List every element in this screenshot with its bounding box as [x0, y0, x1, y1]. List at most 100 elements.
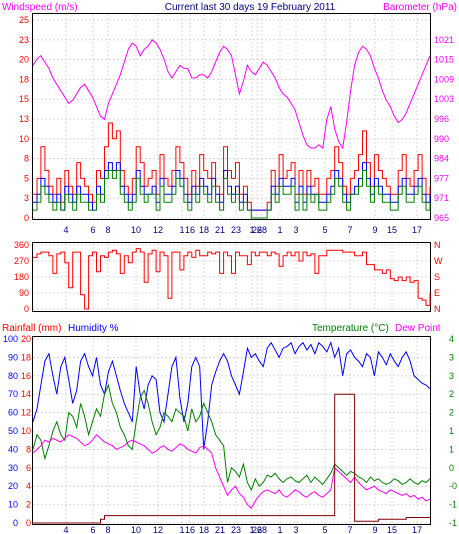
- temperature-tick-2: -0: [449, 481, 457, 491]
- climate-panel-series: [32, 341, 431, 524]
- barometer-tick-7: 1009: [434, 74, 454, 84]
- climate-date-tick-11: 26: [252, 525, 262, 534]
- humidity-tick-4: 40: [8, 444, 18, 454]
- wind-date-tick-16: 7: [347, 225, 352, 235]
- humidity-tick-10: 100: [3, 334, 18, 344]
- rainfall-axis-title: Rainfall (mm): [2, 323, 61, 334]
- rainfall-tick-5: 10: [21, 426, 31, 436]
- direction-degree-tick-1: 90: [19, 288, 29, 298]
- direction-degree-ticks: 0 90 180 270 360: [14, 240, 29, 314]
- wind-date-tick-18: 15: [387, 225, 397, 235]
- wind-date-tick-3: 10: [131, 225, 141, 235]
- windspeed-tick-3: 8: [24, 154, 29, 164]
- barometer-line: [32, 39, 431, 150]
- wind-date-tick-15: 5: [322, 225, 327, 235]
- wind-date-tick-12: 28: [257, 225, 267, 235]
- climate-date-tick-6: 16: [185, 525, 195, 534]
- wind-date-tick-7: 18: [199, 225, 209, 235]
- direction-compass-tick-3: W: [434, 256, 443, 266]
- windspeed-tick-0: 0: [24, 213, 29, 223]
- climate-date-tick-9: 23: [231, 525, 241, 534]
- climate-date-tick-1: 6: [90, 525, 95, 534]
- windspeed-tick-7: 18: [19, 74, 29, 84]
- rainfall-tick-2: 4: [26, 481, 31, 491]
- wind-date-tick-11: 26: [252, 225, 262, 235]
- wind-date-tick-10: 1: [249, 225, 254, 235]
- wind-date-tick-9: 23: [231, 225, 241, 235]
- humidity-tick-2: 20: [8, 481, 18, 491]
- climate-date-tick-13: 1: [277, 525, 282, 534]
- windspeed-tick-6: 15: [19, 94, 29, 104]
- direction-compass-tick-2: S: [434, 272, 440, 282]
- climate-date-tick-16: 7: [347, 525, 352, 534]
- climate-date-tick-3: 10: [131, 525, 141, 534]
- barometer-ticks: 965 971 977 984 990 996 1003 1009 1015 1021: [434, 35, 454, 223]
- climate-date-tick-19: 17: [412, 525, 422, 534]
- windspeed-ticks: 0 3 5 8 10 13 15 18 20 23 25: [19, 15, 29, 223]
- average-line: [33, 162, 431, 211]
- windspeed-tick-10: 25: [19, 15, 29, 25]
- barometer-tick-3: 984: [434, 154, 449, 164]
- rainfall-tick-8: 16: [21, 371, 31, 381]
- direction-panel-grid: [33, 243, 430, 311]
- dewpoint-axis-title: Dew Point: [395, 323, 441, 334]
- humidity-tick-5: 50: [8, 426, 18, 436]
- humidity-tick-9: 90: [8, 352, 18, 362]
- barometer-axis-title: Barometer (hPa): [383, 2, 457, 13]
- windspeed-tick-4: 10: [19, 134, 29, 144]
- windspeed-tick-5: 13: [19, 114, 29, 124]
- temperature-tick-7: 2: [449, 389, 454, 399]
- wind-date-tick-19: 17: [412, 225, 422, 235]
- climate-date-tick-4: 12: [153, 525, 163, 534]
- climate-date-tick-7: 18: [199, 525, 209, 534]
- climate-date-tick-14: 3: [293, 525, 298, 534]
- temperature-tick-5: 1: [449, 426, 454, 436]
- barometer-tick-4: 990: [434, 134, 449, 144]
- wind-date-tick-6: 16: [185, 225, 195, 235]
- direction-degree-tick-3: 270: [14, 256, 29, 266]
- direction-degree-tick-0: 0: [24, 304, 29, 314]
- wind-date-tick-14: 3: [293, 225, 298, 235]
- rainfall-tick-4: 8: [26, 444, 31, 454]
- wind-date-tick-17: 9: [372, 225, 377, 235]
- direction-compass-tick-0: N: [434, 304, 441, 314]
- windspeed-tick-8: 20: [19, 55, 29, 65]
- humidity-tick-3: 30: [8, 463, 18, 473]
- humidity-tick-7: 70: [8, 389, 18, 399]
- temperature-tick-1: -1: [449, 500, 457, 510]
- temperature-tick-0: -1: [449, 518, 457, 528]
- rainfall-tick-7: 14: [21, 389, 31, 399]
- windspeed-tick-2: 5: [24, 173, 29, 183]
- climate-date-tick-18: 15: [387, 525, 397, 534]
- climate-date-tick-2: 8: [105, 525, 110, 534]
- wind-date-tick-2: 8: [105, 225, 110, 235]
- rainfall-ticks: 0 2 4 6 8 10 12 14 16 18 20: [21, 334, 31, 528]
- wind-date-tick-5: 1: [179, 225, 184, 235]
- rainfall-tick-10: 20: [21, 334, 31, 344]
- barometer-tick-8: 1015: [434, 55, 454, 65]
- temperature-tick-10: 4: [449, 334, 454, 344]
- direction-line: [33, 248, 431, 310]
- barometer-tick-0: 965: [434, 213, 449, 223]
- climate-date-tick-5: 1: [179, 525, 184, 534]
- direction-compass-tick-4: N: [434, 240, 441, 250]
- windspeed-tick-1: 3: [24, 193, 29, 203]
- direction-degree-tick-2: 180: [14, 272, 29, 282]
- humidity-tick-6: 60: [8, 408, 18, 418]
- wind-panel-series: [32, 39, 431, 219]
- wind-date-tick-1: 6: [90, 225, 95, 235]
- temperature-line: [32, 383, 431, 492]
- rainfall-tick-6: 12: [21, 408, 31, 418]
- rainfall-line: [33, 393, 430, 524]
- windspeed-line: [33, 122, 431, 211]
- direction-compass-tick-1: E: [434, 288, 440, 298]
- climate-date-tick-15: 5: [322, 525, 327, 534]
- rainfall-tick-1: 2: [26, 500, 31, 510]
- temperature-tick-8: 3: [449, 371, 454, 381]
- humidity-line: [32, 341, 431, 450]
